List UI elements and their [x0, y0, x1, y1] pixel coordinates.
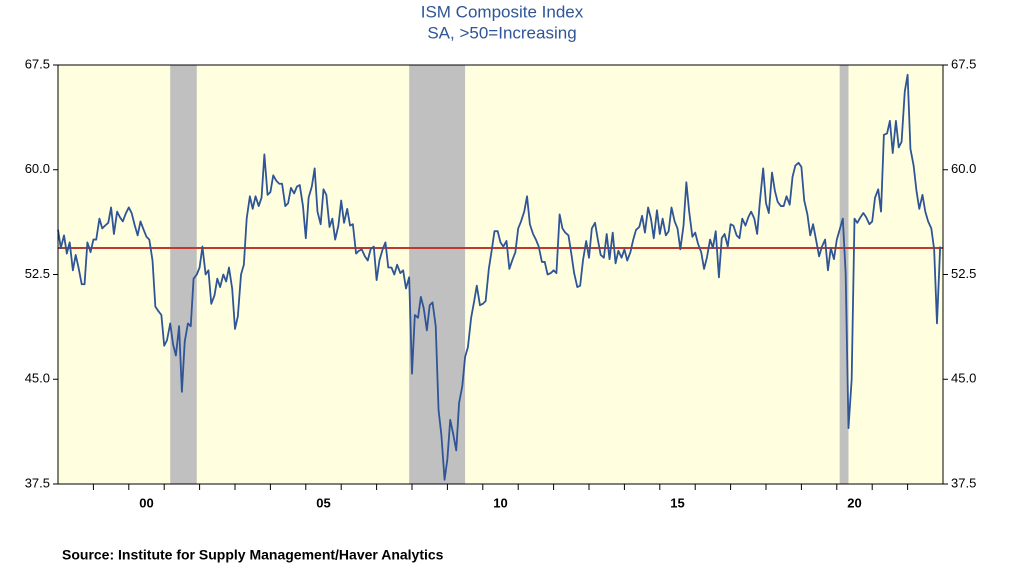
y2-tick-label: 60.0: [951, 161, 976, 176]
source-note: Source: Institute for Supply Management/…: [62, 547, 444, 563]
y2-tick-label: 52.5: [951, 266, 976, 281]
x-tick-label: 05: [316, 495, 330, 510]
y2-tick-label: 37.5: [951, 475, 976, 490]
y-tick-label: 37.5: [25, 475, 50, 490]
y-tick-label: 45.0: [25, 371, 50, 386]
y-tick-label: 67.5: [25, 56, 50, 71]
x-tick-label: 10: [493, 495, 507, 510]
chart-title: ISM Composite Index: [421, 2, 584, 21]
x-tick-label: 15: [670, 495, 684, 510]
series-line: [57, 73, 942, 481]
recession-band: [170, 65, 197, 484]
x-tick-label: 00: [139, 495, 153, 510]
recession-band: [409, 65, 466, 484]
y-tick-label: 52.5: [25, 266, 50, 281]
y2-tick-label: 67.5: [951, 56, 976, 71]
y2-tick-label: 45.0: [951, 371, 976, 386]
y-tick-label: 60.0: [25, 161, 50, 176]
x-tick-label: 20: [847, 495, 861, 510]
chart-subtitle: SA, >50=Increasing: [427, 23, 576, 42]
recession-band: [839, 65, 849, 484]
